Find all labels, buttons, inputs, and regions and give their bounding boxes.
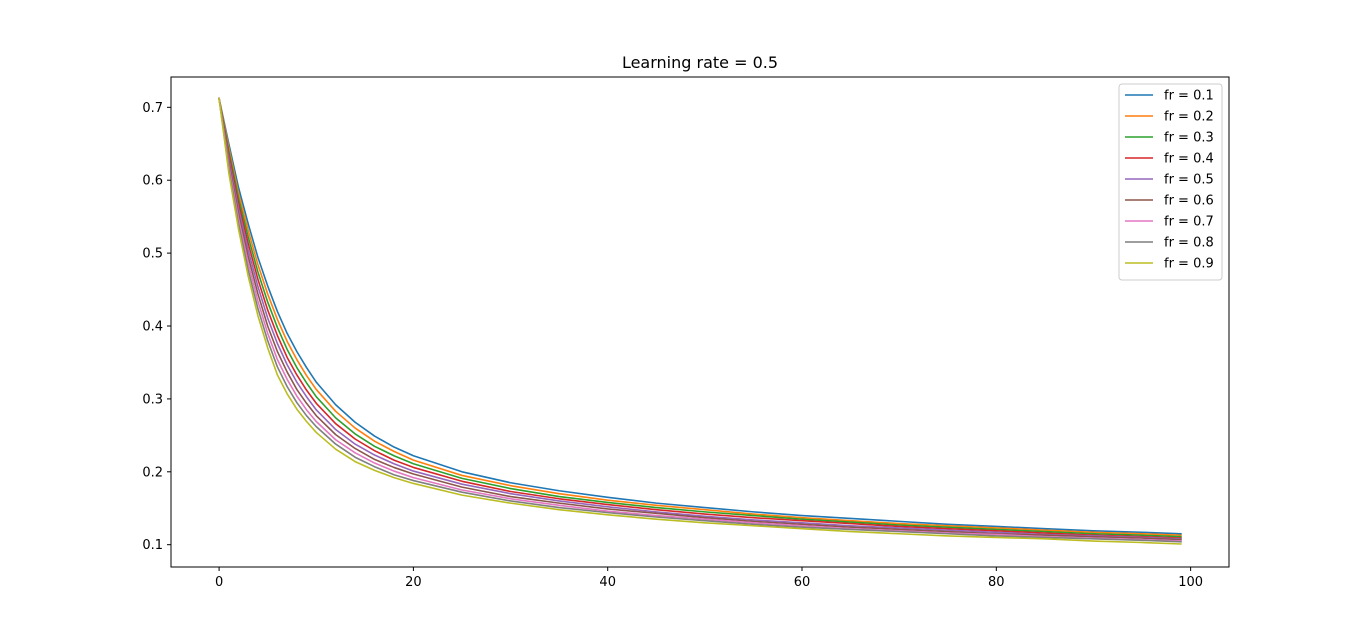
x-tick-label: 40 [599,575,616,590]
legend-label: fr = 0.5 [1164,173,1214,188]
y-tick-label: 0.3 [142,392,163,407]
series-line-1 [218,97,1182,535]
legend-label: fr = 0.6 [1164,194,1214,209]
x-tick-label: 80 [988,575,1005,590]
series-line-5 [218,97,1182,540]
y-tick-label: 0.7 [142,101,163,116]
y-axis: 0.1 0.2 0.3 0.4 0.5 0.6 0.7 [142,101,171,553]
legend-box [1118,83,1223,281]
y-tick-label: 0.6 [142,174,163,189]
series-line-6 [218,97,1182,541]
chart-title: Learning rate = 0.5 [622,53,778,72]
series-line-2 [218,97,1182,537]
axes-frame [170,76,1230,568]
x-tick-label: 20 [405,575,422,590]
x-tick-label: 60 [794,575,811,590]
series-line-9 [218,97,1182,545]
legend-label: fr = 0.7 [1164,215,1214,230]
x-tick-label: 0 [215,575,223,590]
series-line-4 [218,97,1182,539]
y-tick-label: 0.2 [142,465,163,480]
legend: fr = 0.1 fr = 0.2 fr = 0.3 fr = 0.4 fr = 0.5… [1118,83,1223,281]
x-tick-label: 100 [1178,575,1203,590]
legend-label: fr = 0.2 [1164,110,1214,125]
legend-label: fr = 0.4 [1164,152,1214,167]
series-line-8 [218,97,1182,543]
y-tick-label: 0.5 [142,247,163,262]
legend-label: fr = 0.8 [1164,236,1214,251]
y-tick-label: 0.4 [142,320,163,335]
series-line-3 [218,97,1182,538]
legend-label: fr = 0.9 [1164,257,1214,272]
legend-label: fr = 0.3 [1164,131,1214,146]
legend-label: fr = 0.1 [1164,89,1214,104]
y-tick-label: 0.1 [142,538,163,553]
x-axis: 0 20 40 60 80 100 [215,567,1203,590]
series-lines [218,97,1182,545]
